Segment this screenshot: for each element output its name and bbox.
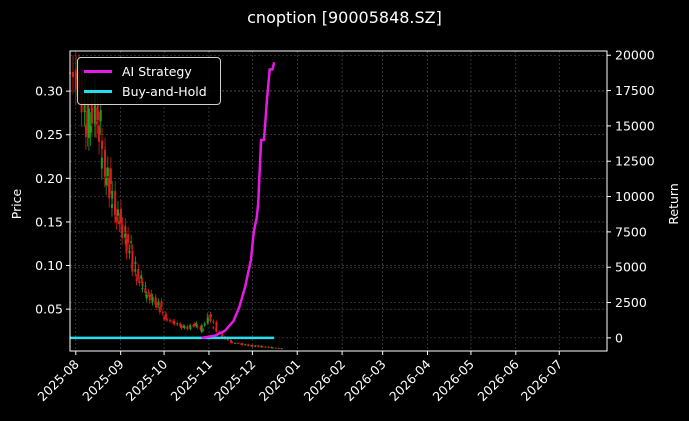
y2-tick-label: 5000	[615, 260, 647, 275]
legend-item-ai-strategy: AI Strategy	[84, 62, 192, 80]
x-tick-label: 2026-06	[474, 356, 522, 404]
x-tick-label: 2026-01	[256, 357, 304, 405]
y-tick-label: 0.15	[35, 214, 63, 229]
y2-tick-label: 12500	[615, 154, 655, 169]
y-tick-label: 0.30	[35, 84, 63, 99]
y2-tick-label: 15000	[615, 118, 655, 133]
x-tick-label: 2026-02	[301, 357, 349, 405]
x-tick-label: 2026-07	[518, 357, 566, 405]
y2-tick-label: 0	[615, 330, 623, 345]
ai-strategy-line	[201, 62, 276, 340]
x-tick-label: 2025-12	[211, 357, 259, 405]
x-tick-label: 2025-10	[123, 356, 171, 404]
x-tick-label: 2026-03	[341, 357, 389, 405]
price-axis: 0.05 0.10 0.15 0.20 0.25 0.30	[35, 84, 70, 317]
y-tick-label: 0.25	[35, 127, 63, 142]
return-axis: 0 2500 5000 7500 10000 12500 15000 17500 20000	[607, 48, 655, 345]
y2-tick-label: 2500	[615, 295, 647, 310]
legend-swatch	[84, 69, 112, 73]
y2-tick-label: 17500	[615, 83, 655, 98]
y-tick-label: 0.10	[35, 258, 63, 273]
legend-swatch	[84, 89, 112, 93]
y2-tick-label: 7500	[615, 224, 647, 239]
legend-label: Buy-and-Hold	[122, 83, 207, 99]
plot-frame	[69, 50, 608, 352]
price-axis-label: Price	[9, 188, 24, 219]
y-tick-label: 0.05	[35, 302, 63, 317]
x-tick-label: 2026-05	[430, 357, 478, 405]
x-tick-label: 2025-11	[168, 357, 216, 405]
y-tick-label: 0.20	[35, 171, 63, 186]
y2-tick-label: 20000	[615, 48, 655, 63]
chart-title: cnoption [90005848.SZ]	[247, 8, 442, 27]
date-axis: 2025-082025-092025-102025-112025-122026-…	[34, 351, 565, 404]
y2-tick-label: 10000	[615, 189, 655, 204]
x-tick-label: 2025-09	[79, 356, 127, 404]
legend: AI Strategy Buy-and-Hold	[77, 57, 221, 105]
legend-item-buy-and-hold: Buy-and-Hold	[84, 82, 207, 100]
x-tick-label: 2026-04	[386, 356, 434, 404]
x-tick-label: 2025-08	[34, 356, 82, 404]
return-axis-label: Return	[666, 183, 681, 224]
legend-label: AI Strategy	[122, 63, 192, 79]
candlestick-series	[69, 52, 283, 350]
